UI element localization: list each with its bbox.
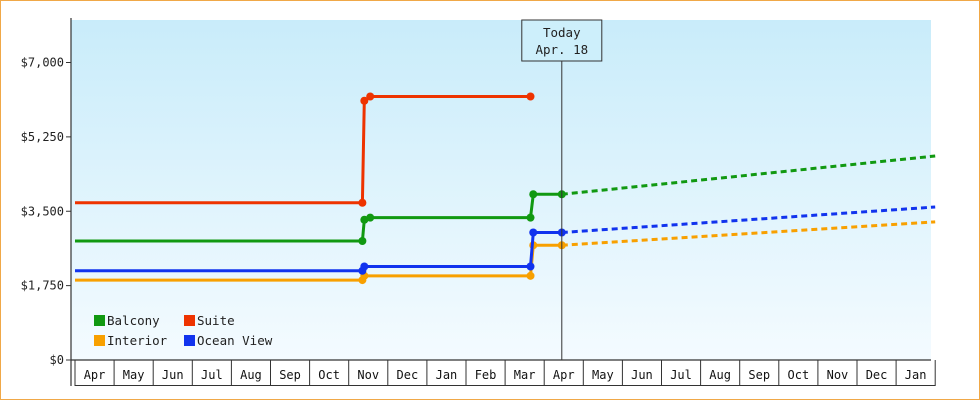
data-point (360, 96, 369, 105)
y-tick-label: $0 (50, 353, 64, 367)
legend-label: Ocean View (197, 333, 273, 348)
month-label: Sep (748, 368, 770, 382)
data-point (529, 228, 538, 237)
series-balcony (75, 154, 936, 245)
today-date: Apr. 18 (535, 42, 588, 57)
month-label: Jul (670, 368, 692, 382)
month-label: Aug (240, 368, 262, 382)
month-label: Jun (631, 368, 653, 382)
series-line (75, 243, 562, 282)
data-point (526, 213, 535, 222)
legend-item: Ocean View (184, 333, 273, 348)
month-label: Oct (318, 368, 340, 382)
data-point (529, 190, 538, 199)
legend-label: Suite (197, 313, 235, 328)
month-label: Apr (553, 368, 575, 382)
y-tick-label: $7,000 (21, 56, 64, 70)
month-label: Apr (84, 368, 106, 382)
series-suite (75, 92, 535, 207)
month-label: Mar (514, 368, 536, 382)
month-label: Jan (436, 368, 458, 382)
today-box (521, 19, 603, 62)
month-label: May (123, 368, 145, 382)
forecast-line (561, 154, 936, 196)
legend-item: Balcony (94, 313, 160, 328)
month-label: Nov (827, 368, 849, 382)
forecast-line (561, 205, 936, 234)
data-point (358, 237, 367, 245)
legend-label: Interior (107, 333, 168, 348)
series-line (75, 231, 562, 273)
month-label: Jun (162, 368, 184, 382)
legend-label: Balcony (107, 313, 160, 328)
month-label: Nov (357, 368, 379, 382)
month-label: Dec (397, 368, 419, 382)
legend-swatch (184, 315, 195, 326)
data-point (526, 92, 535, 101)
data-point (526, 262, 535, 271)
today-label: Today (543, 25, 581, 40)
month-label: Aug (709, 368, 731, 382)
legend-item: Suite (184, 313, 235, 328)
legend-swatch (94, 315, 105, 326)
month-label: May (592, 368, 614, 382)
month-label: Jan (905, 368, 927, 382)
month-label: Jul (201, 368, 223, 382)
month-label: Oct (788, 368, 810, 382)
month-label: Dec (866, 368, 888, 382)
month-label: Feb (475, 368, 497, 382)
data-point (360, 262, 369, 271)
forecast-line (561, 220, 936, 247)
y-tick-label: $1,750 (21, 279, 64, 293)
month-label: Sep (279, 368, 301, 382)
plot-background (71, 20, 931, 360)
y-tick-label: $5,250 (21, 130, 64, 144)
legend-swatch (184, 335, 195, 346)
data-point (358, 198, 367, 207)
legend-item: Interior (94, 333, 168, 348)
data-point (526, 271, 535, 280)
legend-swatch (94, 335, 105, 346)
data-point (366, 213, 375, 222)
y-tick-label: $3,500 (21, 204, 64, 218)
data-point (366, 92, 375, 101)
